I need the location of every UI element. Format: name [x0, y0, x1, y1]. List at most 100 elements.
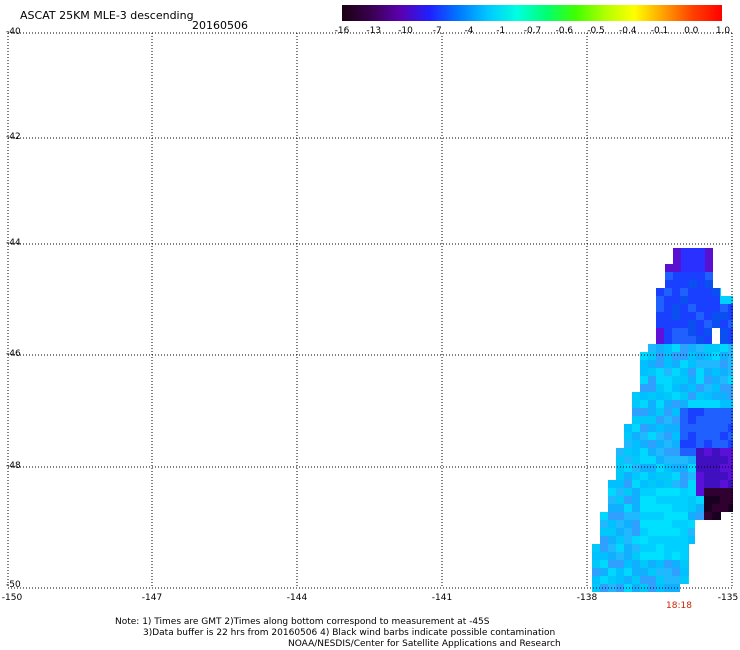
swath-cell — [648, 448, 656, 456]
swath-cell — [624, 560, 632, 568]
swath-cell — [672, 336, 680, 344]
swath-cell — [696, 288, 704, 296]
swath-cell — [689, 256, 697, 264]
swath-cell — [600, 568, 608, 576]
swath-cell — [608, 528, 616, 536]
swath-cell — [672, 544, 680, 552]
swath-cell — [712, 376, 720, 384]
swath-cell — [704, 368, 712, 376]
swath-cell — [664, 320, 672, 328]
swath-cell — [688, 400, 696, 408]
swath-cell — [624, 544, 632, 552]
swath-cell — [712, 312, 720, 320]
swath-cell — [704, 360, 712, 368]
swath-cell — [688, 416, 696, 424]
colorbar-tick-label: -10 — [398, 26, 413, 36]
swath-cell — [688, 424, 696, 432]
swath-cell — [664, 336, 672, 344]
swath-cell — [680, 296, 688, 304]
swath-cell — [608, 552, 616, 560]
swath-cell — [608, 560, 616, 568]
swath-cell — [696, 320, 704, 328]
swath-cell — [712, 360, 720, 368]
swath-cell — [673, 264, 681, 272]
swath-cell — [680, 328, 688, 336]
swath-cell — [665, 280, 673, 288]
swath-cell — [632, 440, 640, 448]
swath-cell — [712, 512, 720, 520]
swath-cell — [664, 472, 672, 480]
swath-cell — [688, 336, 696, 344]
swath-cell — [696, 448, 704, 456]
swath-cell — [664, 352, 672, 360]
swath-cell — [664, 496, 672, 504]
swath-cell — [680, 560, 688, 568]
swath-cell — [656, 480, 664, 488]
swath-cell — [665, 264, 673, 272]
swath-cell — [648, 560, 656, 568]
swath-cell — [640, 496, 648, 504]
swath-cell — [648, 528, 656, 536]
swath-cell — [608, 480, 616, 488]
swath-cell — [728, 456, 733, 464]
longitude-label: -138 — [576, 593, 598, 603]
swath-cell — [665, 272, 673, 280]
swath-cell — [689, 264, 697, 272]
swath-cell — [720, 416, 728, 424]
swath-cell — [697, 248, 705, 256]
swath-cell — [704, 488, 712, 496]
swath-cell — [672, 360, 680, 368]
swath-cell — [648, 512, 656, 520]
swath-cell — [720, 392, 728, 400]
swath-cell — [696, 488, 704, 496]
swath-cell — [696, 472, 704, 480]
swath-cell — [632, 456, 640, 464]
swath-cell — [648, 576, 656, 584]
swath-cell — [728, 472, 733, 480]
swath-cell — [648, 368, 656, 376]
swath-cell — [632, 496, 640, 504]
swath-cell — [656, 432, 664, 440]
data-swath — [592, 248, 733, 592]
swath-cell — [712, 304, 720, 312]
swath-cell — [632, 576, 640, 584]
swath-cell — [688, 520, 695, 528]
longitude-label: -141 — [431, 593, 453, 603]
swath-cell — [680, 392, 688, 400]
swath-cell — [705, 264, 713, 272]
swath-cell — [672, 584, 680, 592]
swath-cell — [656, 296, 664, 304]
colorbar-tick-label: -0.1 — [650, 26, 669, 36]
swath-cell — [728, 328, 733, 336]
colorbar — [342, 5, 722, 21]
swath-cell — [664, 384, 672, 392]
swath-cell — [704, 472, 712, 480]
swath-cell — [688, 512, 696, 520]
swath-cell — [624, 440, 632, 448]
swath-cell — [705, 280, 713, 288]
swath-cell — [664, 368, 672, 376]
swath-cell — [656, 552, 664, 560]
swath-cell — [656, 360, 664, 368]
swath-cell — [728, 296, 733, 304]
swath-cell — [696, 456, 704, 464]
swath-cell — [688, 320, 696, 328]
swath-cell — [664, 296, 672, 304]
swath-cell — [656, 528, 664, 536]
swath-cell — [728, 392, 733, 400]
swath-cell — [616, 464, 624, 472]
swath-cell — [664, 560, 672, 568]
swath-cell — [656, 536, 664, 544]
swath-cell — [640, 568, 648, 576]
swath-cell — [696, 328, 704, 336]
swath-cell — [712, 288, 720, 296]
swath-cell — [664, 552, 672, 560]
swath-cell — [640, 464, 648, 472]
swath-cell — [680, 472, 688, 480]
swath-cell — [720, 496, 728, 504]
swath-cell — [616, 472, 624, 480]
swath-cell — [600, 576, 608, 584]
swath-cell — [648, 344, 656, 352]
swath-cell — [664, 312, 672, 320]
